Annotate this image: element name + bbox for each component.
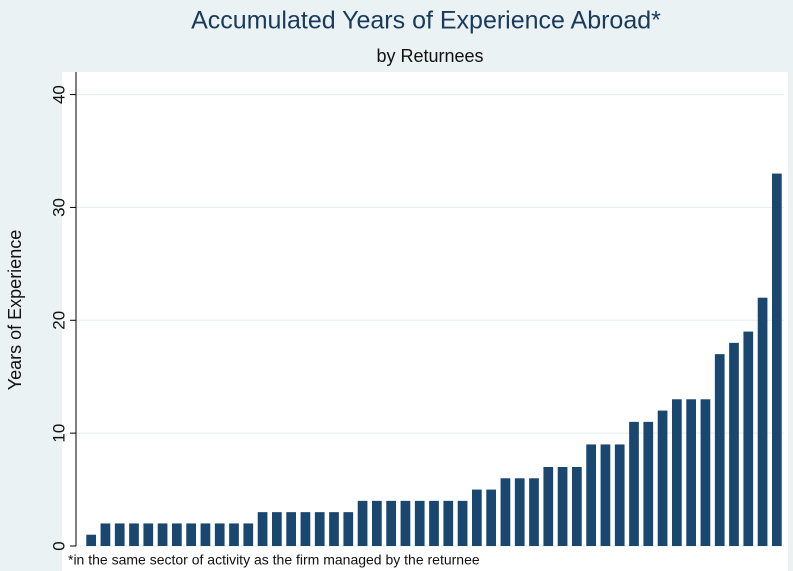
bar: [400, 500, 411, 546]
bar: [686, 399, 696, 546]
y-tick-label: 10: [49, 424, 68, 443]
bar: [529, 478, 539, 546]
bar: [257, 512, 268, 546]
bar: [114, 523, 125, 546]
bar: [172, 523, 182, 546]
bar: [143, 523, 154, 546]
bar: [443, 500, 454, 546]
bar: [514, 478, 525, 546]
bar: [729, 342, 739, 546]
y-tick-label: 20: [49, 311, 68, 330]
y-axis-label: Years of Experience: [5, 230, 25, 390]
bar: [243, 523, 254, 546]
bar: [272, 512, 282, 546]
chart-subtitle: by Returnees: [376, 46, 483, 66]
bar: [572, 467, 582, 546]
bar: [372, 500, 382, 546]
y-tick-label: 30: [49, 198, 68, 217]
bar: [129, 523, 139, 546]
bar: [357, 500, 368, 546]
bar: [429, 500, 439, 546]
bar: [457, 500, 468, 546]
bar: [343, 512, 354, 546]
y-tick-label: 40: [49, 85, 68, 104]
bar: [600, 444, 611, 546]
bar: [472, 489, 482, 546]
y-tick-label: 0: [49, 541, 68, 550]
bar: [100, 523, 111, 546]
bar: [757, 297, 768, 546]
bar: [586, 444, 596, 546]
bar: [200, 523, 211, 546]
bar: [772, 173, 782, 547]
bar: [329, 512, 339, 546]
bar: [214, 523, 225, 546]
bar: [300, 512, 311, 546]
bar: [557, 467, 568, 546]
bar: [700, 399, 711, 546]
bar: [629, 421, 639, 546]
bar: [614, 444, 625, 546]
bar: [714, 354, 725, 546]
bar: [743, 331, 754, 546]
bar: [314, 512, 325, 546]
bar: [286, 512, 296, 546]
bar: [186, 523, 196, 546]
bar: [157, 523, 168, 546]
bar: [229, 523, 239, 546]
bar: [414, 500, 425, 546]
bar: [672, 399, 682, 546]
bar: [643, 421, 654, 546]
bar: [500, 478, 511, 546]
bar: [386, 500, 396, 546]
bar: [543, 467, 554, 546]
chart-title: Accumulated Years of Experience Abroad*: [191, 7, 661, 35]
bar: [486, 489, 496, 546]
bar: [657, 410, 668, 546]
footnote: *in the same sector of activity as the f…: [68, 552, 480, 568]
bar: [86, 534, 96, 546]
